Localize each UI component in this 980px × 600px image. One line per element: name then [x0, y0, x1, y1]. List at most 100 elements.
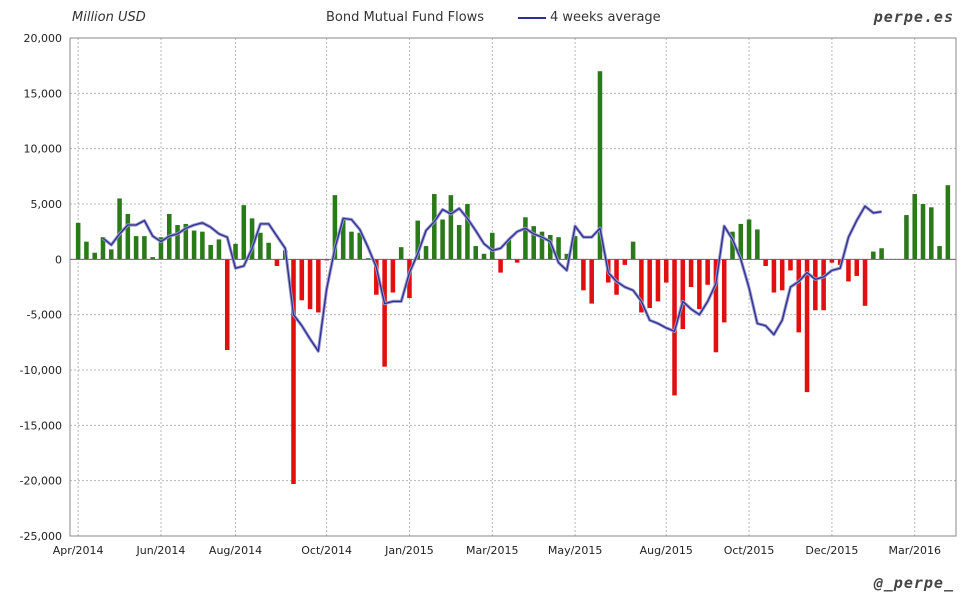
flow-bar	[829, 259, 835, 263]
flow-bar	[705, 259, 710, 285]
flow-bar	[390, 259, 396, 293]
flow-bar	[274, 259, 280, 266]
flow-bar	[150, 257, 155, 260]
flow-bar	[523, 217, 528, 260]
flow-bar	[423, 246, 429, 260]
y-tick-label: 20,000	[24, 32, 63, 45]
flow-bar	[945, 185, 951, 260]
flow-bar	[266, 242, 271, 260]
x-tick-label: Aug/2015	[640, 544, 693, 557]
flow-bar	[258, 232, 263, 260]
flow-bar	[100, 237, 106, 260]
flow-bar	[233, 243, 238, 260]
flow-bar	[183, 223, 189, 260]
flow-bar	[622, 259, 628, 265]
flow-bar	[340, 219, 346, 260]
y-axis: 20,000 15,000 10,000 5,000 0 -5,000 -10,000 -15…	[20, 32, 62, 543]
flow-bar	[779, 259, 785, 291]
flow-bar	[208, 244, 213, 260]
flow-bar	[142, 236, 147, 260]
flow-bar	[713, 259, 719, 353]
flow-bar	[846, 259, 851, 282]
flow-bar	[697, 259, 702, 310]
x-tick-label: Dec/2015	[805, 544, 858, 557]
flow-bar	[490, 232, 495, 260]
y-tick-label: -5,000	[27, 309, 62, 322]
flow-bar	[788, 259, 793, 271]
x-tick-label: Jan/2015	[384, 544, 434, 557]
flow-bar	[365, 258, 371, 260]
flow-bar	[871, 251, 876, 260]
flow-bar	[324, 259, 329, 261]
flow-bar	[531, 226, 536, 260]
x-tick-label: Mar/2015	[466, 544, 518, 557]
y-tick-label: 10,000	[24, 143, 63, 156]
flow-bar	[589, 259, 594, 304]
flow-bar	[440, 219, 445, 260]
flow-bar	[564, 253, 570, 260]
flow-bar	[382, 259, 387, 367]
y-tick-label: -10,000	[20, 364, 62, 377]
flow-bar	[804, 259, 810, 393]
flow-bar	[547, 234, 553, 260]
average-line-series	[102, 204, 882, 353]
flow-bar	[556, 237, 561, 260]
plot-frame	[69, 37, 957, 537]
flow-bar	[879, 248, 884, 260]
flow-bar	[630, 241, 636, 260]
flow-bar	[929, 207, 934, 260]
flow-bar	[655, 259, 661, 302]
flow-bar	[721, 259, 727, 323]
x-tick-label: Mar/2016	[888, 544, 940, 557]
flow-bar	[92, 252, 97, 260]
chart-title: Bond Mutual Fund Flows	[326, 10, 485, 25]
flow-bar	[539, 231, 545, 260]
legend: 4 weeks average	[518, 10, 661, 25]
flow-bar	[349, 231, 354, 260]
flow-bar	[125, 213, 131, 260]
flow-bar	[432, 194, 437, 260]
flow-bar	[374, 259, 379, 295]
flow-bar	[763, 259, 768, 266]
flow-bar	[771, 259, 777, 293]
flow-bar	[581, 259, 586, 291]
legend-label: 4 weeks average	[550, 10, 661, 25]
x-tick-label: Oct/2015	[724, 544, 775, 557]
flow-bar	[912, 194, 918, 260]
flow-bar	[133, 236, 139, 260]
brand-watermark: perpe.es	[873, 8, 954, 26]
flow-bar	[730, 231, 735, 260]
flow-bar	[407, 259, 412, 299]
bar-series	[75, 71, 951, 484]
flow-bar	[937, 246, 942, 260]
flow-bar	[108, 249, 114, 260]
x-tick-label: Aug/2014	[209, 544, 262, 557]
x-tick-label: Oct/2014	[301, 544, 352, 557]
flow-bar	[688, 259, 694, 287]
flow-bar	[448, 195, 454, 260]
flow-bar	[572, 236, 578, 260]
flow-bar	[663, 259, 669, 283]
x-axis: Apr/2014 Jun/2014 Aug/2014 Oct/2014 Jan/2015…	[53, 544, 941, 557]
y-tick-label: -15,000	[20, 419, 62, 432]
flow-bar	[357, 232, 363, 260]
flow-bar	[920, 204, 926, 260]
flow-bar	[75, 222, 81, 260]
x-tick-label: Jun/2014	[136, 544, 186, 557]
flow-bar	[854, 259, 860, 276]
flow-bar	[224, 259, 230, 351]
flow-bar	[299, 259, 305, 301]
x-tick-label: May/2015	[548, 544, 602, 557]
author-handle: @_perpe_	[873, 574, 954, 592]
flow-bar	[506, 239, 512, 260]
y-tick-label: -20,000	[20, 475, 62, 488]
flow-bar	[241, 205, 247, 260]
flow-bar	[84, 241, 89, 260]
flow-bar	[415, 220, 421, 260]
flow-bar	[473, 246, 479, 260]
legend-line-swatch	[518, 16, 546, 19]
y-tick-label: -25,000	[20, 530, 62, 543]
flow-bar	[796, 259, 802, 333]
flow-bar	[680, 259, 686, 330]
